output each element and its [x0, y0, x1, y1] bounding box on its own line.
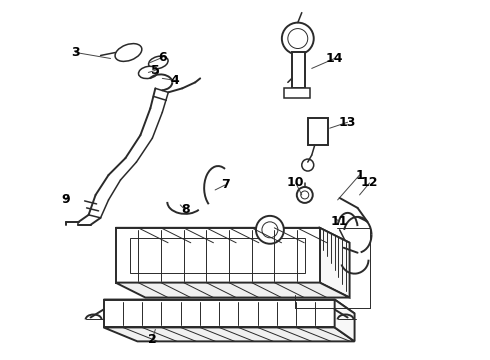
Circle shape: [297, 187, 313, 203]
Text: 11: 11: [331, 215, 348, 228]
Text: 14: 14: [326, 52, 343, 65]
Polygon shape: [130, 238, 305, 273]
Text: 4: 4: [171, 74, 180, 87]
Circle shape: [262, 222, 278, 238]
Polygon shape: [335, 300, 355, 341]
Text: 1: 1: [355, 168, 364, 181]
Text: 2: 2: [148, 333, 157, 346]
Text: 9: 9: [61, 193, 70, 206]
Polygon shape: [292, 53, 305, 88]
Ellipse shape: [115, 44, 142, 61]
Text: 8: 8: [181, 203, 190, 216]
Circle shape: [282, 23, 314, 54]
Polygon shape: [116, 228, 319, 283]
Ellipse shape: [139, 66, 158, 78]
Ellipse shape: [148, 56, 168, 69]
Polygon shape: [284, 88, 310, 98]
Text: 7: 7: [220, 179, 229, 192]
Polygon shape: [116, 283, 349, 298]
Polygon shape: [319, 228, 349, 298]
Text: 10: 10: [287, 176, 305, 189]
Polygon shape: [308, 118, 328, 145]
Circle shape: [288, 28, 308, 49]
Text: 3: 3: [72, 46, 80, 59]
Polygon shape: [103, 300, 335, 328]
Text: 5: 5: [151, 64, 160, 77]
Circle shape: [301, 191, 309, 199]
Text: 6: 6: [158, 51, 167, 64]
Polygon shape: [103, 328, 355, 341]
Polygon shape: [103, 300, 355, 314]
Text: 13: 13: [339, 116, 356, 129]
Text: 12: 12: [361, 176, 378, 189]
Circle shape: [302, 159, 314, 171]
Circle shape: [256, 216, 284, 244]
Polygon shape: [116, 228, 349, 243]
